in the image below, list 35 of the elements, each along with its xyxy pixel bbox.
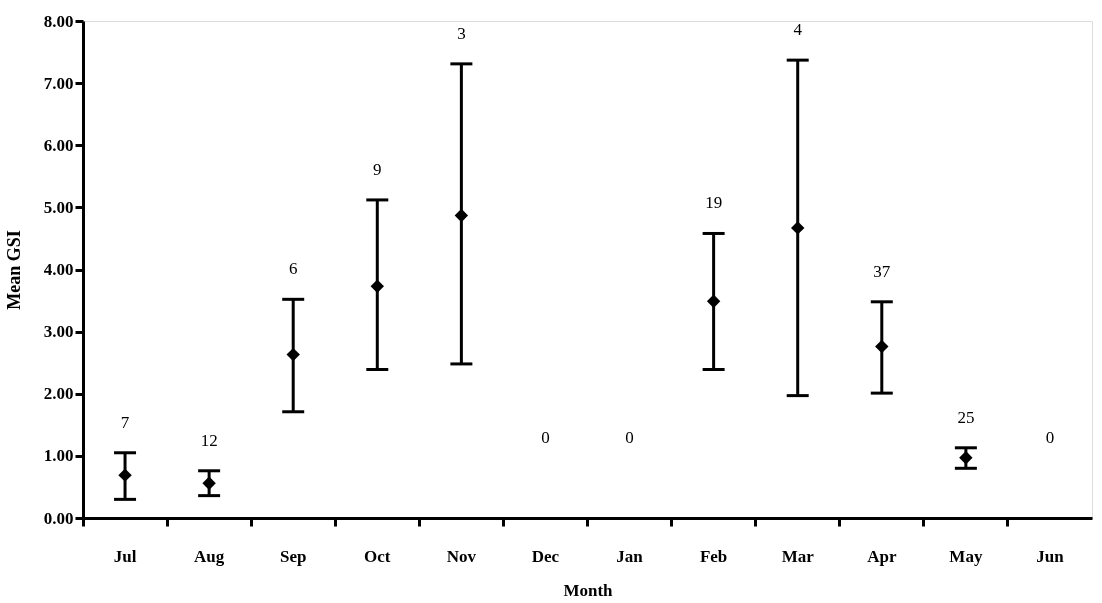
- x-tick-label: Nov: [446, 546, 477, 566]
- y-tick-label: 3.00: [43, 322, 74, 342]
- x-axis-title: Month: [563, 580, 614, 600]
- annotation: 37: [873, 261, 891, 281]
- x-tick-label: Jul: [113, 546, 137, 566]
- x-tick-label: May: [949, 546, 983, 566]
- y-tick-label: 7.00: [43, 73, 74, 93]
- annotation: 0: [1045, 428, 1055, 447]
- x-tick-label: Dec: [531, 546, 560, 566]
- y-tick-label: 0.00: [43, 508, 74, 528]
- annotation: 9: [373, 159, 382, 179]
- annotation: 25: [957, 407, 975, 427]
- annotation: 12: [200, 430, 218, 450]
- x-tick-label: Jun: [1036, 546, 1065, 566]
- annotation: 0: [541, 428, 550, 447]
- annotation: 0: [625, 428, 634, 447]
- x-tick-label: Sep: [279, 546, 307, 566]
- annotation: 3: [457, 23, 466, 43]
- x-tick-label: Aug: [194, 546, 225, 566]
- x-tick-label: Mar: [781, 546, 815, 566]
- y-tick-label: 4.00: [43, 260, 74, 279]
- annotation: 4: [793, 20, 803, 40]
- annotation: 7: [120, 412, 130, 432]
- x-tick-label: Apr: [867, 546, 897, 566]
- y-tick-label: 2.00: [43, 384, 74, 404]
- y-tick-label: 8.00: [43, 11, 74, 31]
- annotation: 19: [705, 193, 723, 213]
- x-tick-label: Jan: [616, 546, 644, 566]
- y-tick-label: 1.00: [43, 446, 74, 466]
- x-tick-label: Oct: [364, 546, 391, 566]
- y-tick-label: 5.00: [43, 197, 74, 217]
- y-axis-title: Mean GSI: [3, 230, 24, 310]
- x-tick-label: Feb: [699, 546, 728, 566]
- y-tick-label: 6.00: [43, 135, 74, 155]
- annotation: 6: [288, 259, 298, 279]
